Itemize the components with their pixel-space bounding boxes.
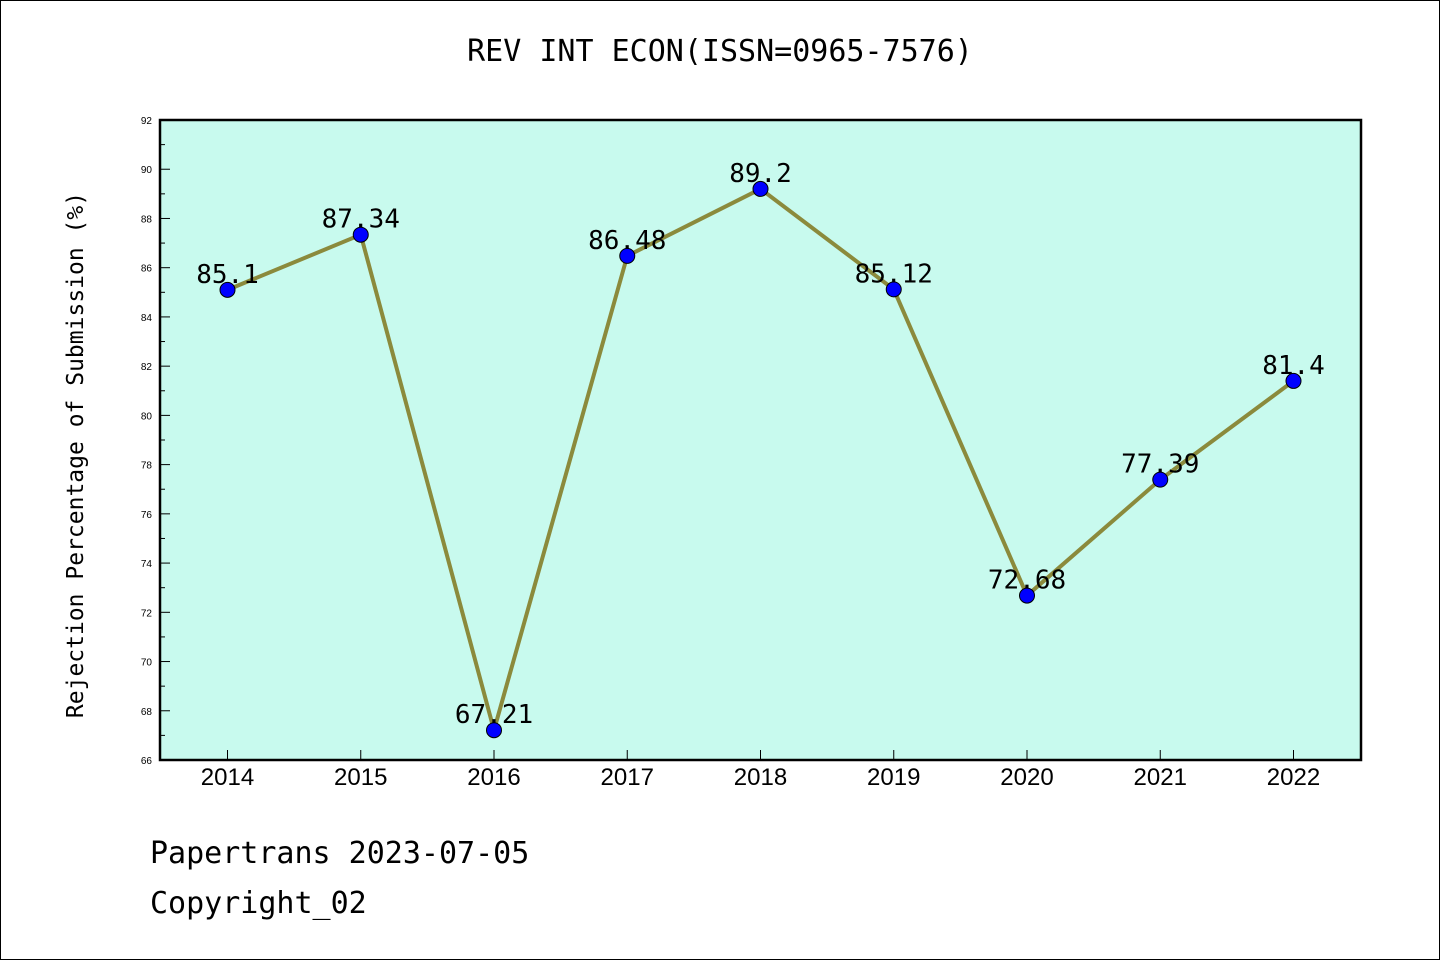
- data-point: [752, 180, 769, 197]
- data-point: [352, 226, 369, 243]
- x-tick-label: 2015: [334, 764, 387, 791]
- data-label: 87.34: [322, 205, 400, 235]
- y-tick-label: 70: [141, 658, 153, 669]
- data-label: 77.39: [1121, 450, 1199, 480]
- data-point: [619, 247, 636, 264]
- y-tick-label: 66: [141, 756, 153, 767]
- source-text: Papertrans 2023-07-05: [150, 836, 530, 871]
- data-label: 67.21: [455, 700, 533, 730]
- y-tick-label: 76: [141, 510, 153, 521]
- data-point: [1152, 471, 1169, 488]
- y-tick-label: 84: [141, 313, 153, 324]
- chart-title: REV INT ECON(ISSN=0965-7576): [467, 34, 973, 69]
- data-label: 85.1: [196, 260, 259, 290]
- x-tick-label: 2021: [1134, 764, 1187, 791]
- data-label: 85.12: [855, 259, 933, 289]
- x-tick-label: 2018: [734, 764, 787, 791]
- y-tick-label: 90: [141, 165, 153, 176]
- y-tick-label: 92: [141, 116, 153, 127]
- data-markers: [219, 180, 1302, 739]
- y-tick-label: 78: [141, 461, 153, 472]
- y-tick-label: 82: [141, 362, 153, 373]
- copyright-text: Copyright_02: [150, 886, 367, 921]
- y-axis: 66 68 70 72 74 76 78 80 82 84 86 88 90 92: [141, 116, 170, 767]
- y-tick-label: 88: [141, 214, 153, 225]
- x-axis: 2014 2015 2016 2017 2018 2019 2020 2021 2022: [201, 750, 1320, 791]
- x-tick-label: 2022: [1267, 764, 1320, 791]
- x-tick-label: 2020: [1000, 764, 1053, 791]
- y-tick-label: 68: [141, 707, 153, 718]
- data-label: 86.48: [588, 226, 666, 256]
- data-point: [219, 281, 236, 298]
- data-point: [885, 281, 902, 298]
- data-point: [1019, 587, 1035, 604]
- data-label: 81.4: [1262, 351, 1325, 381]
- y-tick-label: 80: [141, 411, 153, 422]
- data-point: [486, 722, 502, 739]
- data-label: 72.68: [988, 566, 1066, 596]
- x-tick-label: 2019: [867, 764, 920, 791]
- data-labels: 85.1 87.34 67.21 86.48 89.2 85.12 72.68 77.39 81…: [196, 159, 1325, 730]
- x-tick-label: 2014: [201, 764, 254, 791]
- data-label: 89.2: [729, 159, 792, 189]
- x-tick-label: 2016: [467, 764, 520, 791]
- x-tick-label: 2017: [601, 764, 654, 791]
- y-tick-label: 72: [141, 608, 153, 619]
- y-tick-label: 74: [141, 559, 153, 570]
- data-point: [1285, 372, 1302, 389]
- y-tick-label: 86: [141, 264, 153, 275]
- plot-area: [158, 118, 1363, 762]
